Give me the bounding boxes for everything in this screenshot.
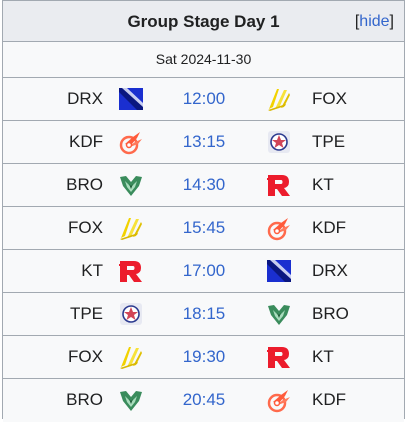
- fox-logo-icon[interactable]: [266, 86, 292, 112]
- kt-logo-icon[interactable]: [266, 344, 292, 370]
- match-time-link[interactable]: 12:00: [182, 89, 226, 108]
- team2-name[interactable]: BRO: [312, 304, 349, 323]
- team1-name[interactable]: FOX: [68, 347, 103, 366]
- kdf-logo-icon[interactable]: [266, 387, 292, 413]
- team2-name[interactable]: FOX: [312, 89, 347, 108]
- match-time-link[interactable]: 13:15: [182, 132, 226, 151]
- team2-name[interactable]: KT: [312, 347, 334, 366]
- match-time-link[interactable]: 20:45: [182, 390, 226, 409]
- team1-name[interactable]: BRO: [66, 175, 103, 194]
- team2-name[interactable]: KDF: [312, 390, 346, 409]
- team2-name[interactable]: KDF: [312, 218, 346, 237]
- match-row: FOX 19:30 KT: [3, 336, 404, 379]
- match-row: BRO 20:45 KDF: [3, 379, 404, 422]
- match-row: BRO 14:30 KT: [3, 164, 404, 207]
- match-row: KT 17:00 DRX: [3, 250, 404, 293]
- team1-name[interactable]: FOX: [68, 218, 103, 237]
- match-time-link[interactable]: 18:15: [182, 304, 226, 323]
- team2-name[interactable]: DRX: [312, 261, 348, 280]
- match-time-link[interactable]: 15:45: [182, 218, 226, 237]
- bro-logo-icon[interactable]: [118, 387, 144, 413]
- fox-logo-icon[interactable]: [118, 344, 144, 370]
- tpe-logo-icon[interactable]: [266, 129, 292, 155]
- bro-logo-icon[interactable]: [266, 301, 292, 327]
- team1-name[interactable]: KT: [81, 261, 103, 280]
- team1-name[interactable]: BRO: [66, 390, 103, 409]
- match-row: FOX 15:45 KDF: [3, 207, 404, 250]
- schedule-title: Group Stage Day 1: [127, 12, 280, 31]
- fox-logo-icon[interactable]: [118, 215, 144, 241]
- drx-logo-icon[interactable]: [266, 258, 292, 284]
- match-row: KDF 13:15 TPE: [3, 121, 404, 164]
- team1-name[interactable]: KDF: [69, 132, 103, 151]
- hide-link[interactable]: hide: [359, 13, 390, 30]
- match-time-link[interactable]: 19:30: [182, 347, 226, 366]
- match-row: TPE 18:15 BRO: [3, 293, 404, 336]
- hide-bracket-open: [: [354, 13, 360, 30]
- team1-name[interactable]: TPE: [69, 304, 103, 323]
- kt-logo-icon[interactable]: [118, 258, 144, 284]
- team1-name[interactable]: DRX: [67, 89, 103, 108]
- schedule-header: Group Stage Day 1 [hide]: [3, 1, 404, 42]
- match-date: Sat 2024-11-30: [3, 42, 404, 78]
- hide-toggle[interactable]: [hide]: [355, 1, 394, 42]
- team2-name[interactable]: TPE: [312, 132, 346, 151]
- hide-bracket-close: ]: [389, 13, 394, 30]
- drx-logo-icon[interactable]: [118, 86, 144, 112]
- match-row: DRX 12:00 FOX: [3, 78, 404, 121]
- tpe-logo-icon[interactable]: [118, 301, 144, 327]
- kdf-logo-icon[interactable]: [266, 215, 292, 241]
- match-time-link[interactable]: 14:30: [182, 175, 226, 194]
- match-time-link[interactable]: 17:00: [182, 261, 226, 280]
- kdf-logo-icon[interactable]: [118, 129, 144, 155]
- team2-name[interactable]: KT: [312, 175, 334, 194]
- bro-logo-icon[interactable]: [118, 172, 144, 198]
- kt-logo-icon[interactable]: [266, 172, 292, 198]
